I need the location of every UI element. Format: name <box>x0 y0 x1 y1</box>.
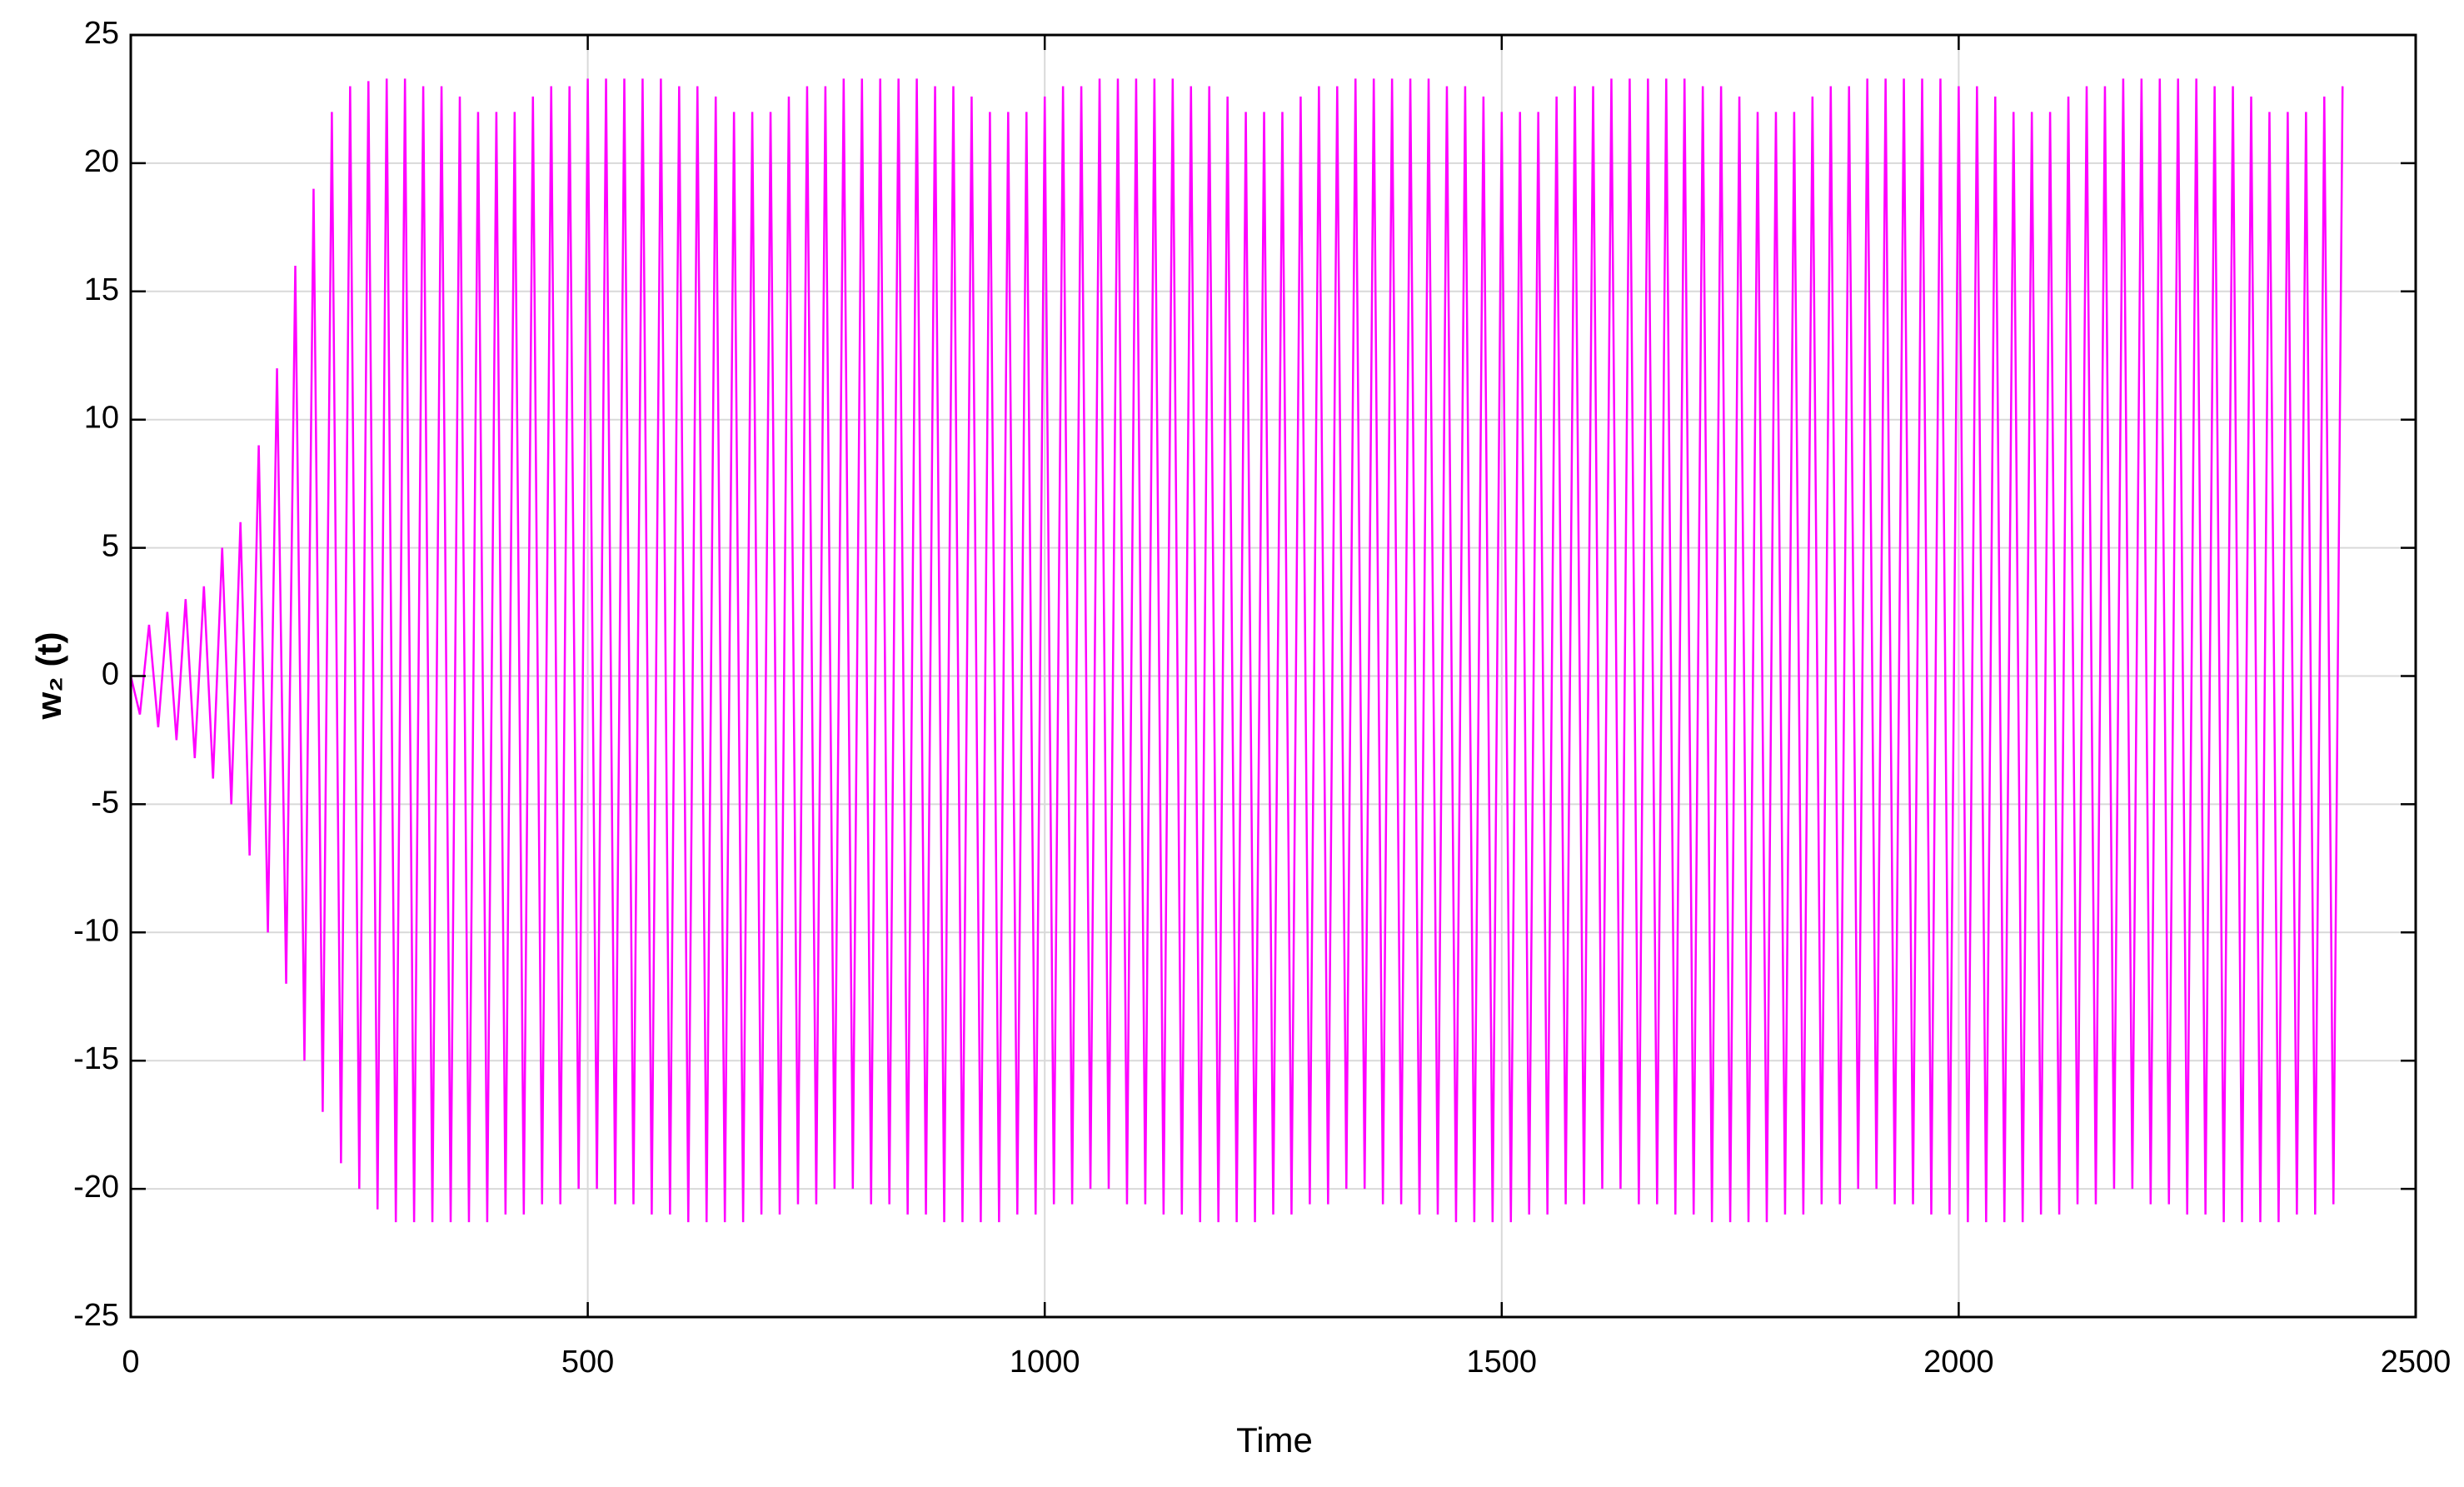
y-tick-label: -15 <box>73 1041 119 1076</box>
plot-area <box>129 78 2344 1223</box>
y-tick-label: 15 <box>84 272 119 307</box>
signal-line <box>129 78 2344 1223</box>
x-tick-label: 2000 <box>1923 1345 1994 1380</box>
x-tick-label: 0 <box>122 1345 139 1380</box>
plot-frame <box>129 33 2417 1319</box>
y-tick-label: -25 <box>73 1298 119 1333</box>
y-tick-label: 20 <box>84 144 119 179</box>
y-tick-label: -10 <box>73 913 119 948</box>
y-tick-label: 10 <box>84 401 119 436</box>
x-tick-label: 2500 <box>2381 1345 2452 1380</box>
x-tick-label: 1000 <box>1010 1345 1080 1380</box>
y-tick-label: -20 <box>73 1170 119 1205</box>
x-axis-label: Time <box>1236 1420 1313 1460</box>
y-axis-label: w₂ (t) <box>29 632 68 721</box>
x-tick-label: 500 <box>561 1345 614 1380</box>
axes: -25 -20 -15 -10 -5 0 5 10 15 20 25 0 500 1000 1500 2000… <box>73 16 2451 1380</box>
x-tick-label: 1500 <box>1467 1345 1538 1380</box>
y-tick-label: -5 <box>91 785 119 820</box>
y-tick-label: 25 <box>84 16 119 51</box>
y-tick-label: 5 <box>102 529 119 564</box>
y-tick-label: 0 <box>102 657 119 692</box>
